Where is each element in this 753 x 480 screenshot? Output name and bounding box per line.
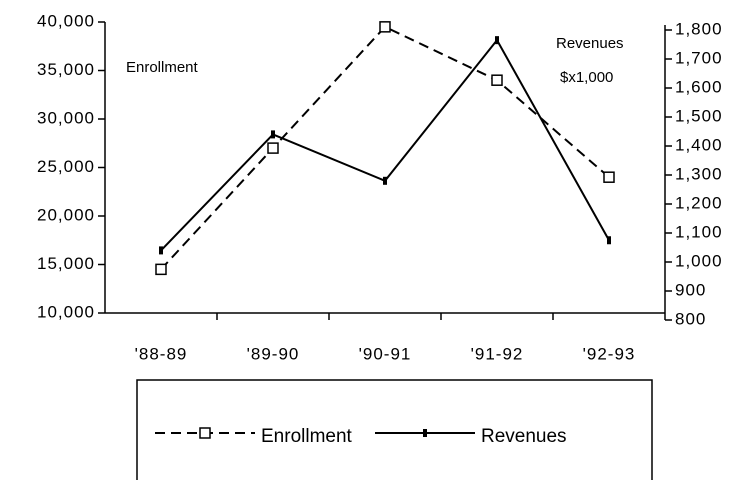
- marker: [607, 236, 611, 245]
- y2-tick-label: 1,700: [675, 48, 723, 67]
- marker: [159, 246, 163, 255]
- y-tick-label: 20,000: [37, 205, 95, 224]
- y-tick-label: 25,000: [37, 157, 95, 176]
- marker: [379, 21, 391, 33]
- y2-tick-label: 1,200: [675, 193, 723, 212]
- marker: [491, 74, 503, 86]
- y-tick-label: 35,000: [37, 60, 95, 79]
- x-tick-label: '88-89: [135, 344, 188, 363]
- marker: [603, 171, 615, 183]
- y-axis-label: Enrollment: [126, 59, 199, 76]
- y2-tick-label: 800: [675, 309, 706, 328]
- x-tick-label: '90-91: [359, 344, 412, 363]
- y2-tick-label: 1,600: [675, 77, 723, 96]
- legend-marker: [423, 429, 427, 437]
- series-line: [160, 25, 610, 271]
- y-tick-label: 30,000: [37, 108, 95, 127]
- x-tick-label: '91-92: [471, 344, 524, 363]
- marker: [271, 130, 275, 139]
- y2-tick-label: 1,400: [675, 135, 723, 154]
- marker: [383, 176, 387, 185]
- x-tick-label: '89-90: [247, 344, 300, 363]
- y2-tick-label: 1,100: [675, 222, 723, 241]
- series-line: [160, 38, 610, 252]
- y-tick-label: 15,000: [37, 254, 95, 273]
- x-tick-label: '92-93: [583, 344, 636, 363]
- y-tick-label: 40,000: [37, 11, 95, 30]
- y2-tick-label: 1,500: [675, 106, 723, 125]
- y2-tick-label: 900: [675, 280, 706, 299]
- legend-label: Enrollment: [261, 426, 353, 447]
- y2-tick-label: 1,000: [675, 251, 723, 270]
- legend-label: Revenues: [481, 426, 567, 447]
- legend-marker: [199, 427, 211, 439]
- legend-box: [136, 379, 653, 480]
- marker: [495, 36, 499, 45]
- marker: [155, 263, 167, 276]
- y2-tick-label: 1,300: [675, 164, 723, 183]
- marker: [267, 142, 279, 154]
- y2-axis-label: $x1,000: [560, 69, 613, 86]
- y-tick-label: 10,000: [37, 302, 95, 321]
- y2-axis-label: Revenues: [556, 35, 624, 52]
- y2-tick-label: 1,800: [675, 19, 723, 38]
